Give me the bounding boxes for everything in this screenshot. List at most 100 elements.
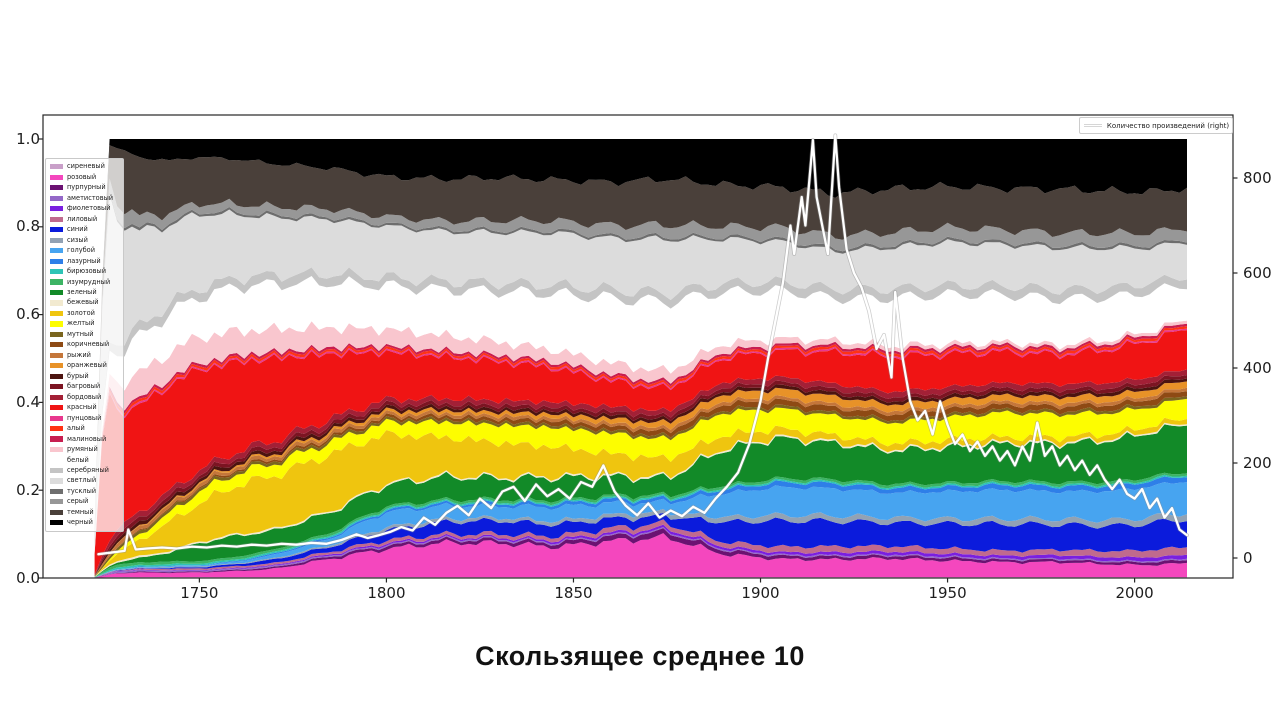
legend-item: синий [50, 225, 123, 235]
area-серый [94, 178, 1188, 533]
area-голубой [94, 482, 1188, 578]
legend-label: бурый [67, 371, 89, 380]
area-малиновый [94, 323, 1188, 554]
area-пурпурный [94, 528, 1188, 578]
y-left-tick-label: 0.2 [16, 480, 40, 499]
legend-item: розовый [50, 172, 123, 182]
legend-swatch-голубой [50, 248, 63, 254]
y-right-tick-label: 600 [1243, 263, 1272, 282]
legend-item: голубой [50, 246, 123, 256]
legend-swatch-серый [50, 499, 63, 505]
area-румяный [94, 320, 1188, 554]
legend-swatch-серебряный [50, 467, 63, 474]
legend-swatch-лиловый [50, 216, 63, 222]
legend-item: темный [50, 507, 123, 517]
legend-label: черный [67, 518, 93, 527]
legend-item: изумрудный [50, 277, 123, 287]
line-sample-icon [1083, 124, 1102, 127]
legend-swatch-зеленый [50, 289, 63, 296]
legend-label: лазурный [67, 256, 101, 265]
legend-label: зеленый [67, 288, 97, 297]
legend-item: пунцовый [50, 413, 123, 423]
legend-swatch-бурый [50, 373, 63, 379]
x-tick-label: 1750 [180, 584, 219, 602]
area-желтый [94, 398, 1188, 577]
legend-item: малиновый [50, 434, 123, 444]
legend-label: белый [67, 455, 89, 464]
legend-item: серый [50, 497, 123, 507]
area-рыжий [94, 387, 1188, 577]
legend-swatch-румяный [50, 446, 63, 453]
works-count-line [97, 134, 1189, 556]
legend-label: темный [67, 507, 94, 516]
legend-swatch-черный [50, 520, 63, 526]
legend-swatch-фиолетовый [50, 206, 63, 212]
line-legend-label: Количество произведений (right) [1106, 121, 1230, 130]
legend-swatch-тусклый [50, 488, 63, 495]
legend-swatch-мутный [50, 331, 63, 337]
legend-swatch-лазурный [50, 258, 63, 264]
legend-swatch-сиреневый [50, 164, 63, 170]
legend-item: серебряный [50, 466, 123, 476]
legend-item: бордовый [50, 392, 123, 402]
legend-item: пурпурный [50, 183, 123, 193]
legend-swatch-бордовый [50, 394, 63, 400]
legend-item: сиреневый [50, 162, 123, 172]
legend-label: желтый [67, 319, 95, 328]
legend-label: бордовый [67, 392, 102, 401]
legend-swatch-красный [50, 405, 63, 411]
y-left-tick-label: 0.4 [16, 392, 40, 411]
x-tick-label: 1900 [741, 584, 780, 602]
legend-item: румяный [50, 445, 123, 455]
legend-swatch-сизый [50, 237, 63, 243]
y-left-tick-label: 0.0 [16, 568, 40, 587]
area-серебряный [94, 267, 1188, 551]
legend-item: багровый [50, 382, 123, 392]
legend-swatch-золотой [50, 310, 63, 317]
legend-label: коричневый [67, 340, 110, 349]
legend-item: лиловый [50, 214, 123, 224]
area-бордовый [94, 369, 1188, 576]
legend-label: фиолетовый [67, 204, 111, 213]
legend-label: серый [67, 497, 89, 506]
legend-item: тусклый [50, 487, 123, 497]
y-right-tick-label: 0 [1243, 548, 1253, 567]
y-left-tick-label: 0.6 [16, 305, 40, 324]
legend-label: бежевый [67, 298, 99, 307]
legend-label: багровый [67, 382, 101, 391]
axes-spines [42, 114, 1234, 579]
legend-label: румяный [67, 445, 98, 454]
legend-label: мутный [67, 329, 94, 338]
legend-swatch-малиновый [50, 436, 63, 442]
legend-label: малиновый [67, 434, 107, 443]
area-темный [94, 145, 1188, 531]
area-зеленый [94, 424, 1188, 578]
legend-swatch-белый [50, 457, 63, 463]
legend-label: алый [67, 424, 85, 433]
legend-item: белый [50, 455, 123, 465]
legend-swatch-пунцовый [50, 415, 63, 421]
legend-label: голубой [67, 246, 96, 255]
legend-swatch-светлый [50, 478, 63, 484]
legend-label: пурпурный [67, 183, 106, 192]
area-коричневый [94, 391, 1188, 577]
legend-item: зеленый [50, 288, 123, 298]
legend-item: бурый [50, 371, 123, 381]
area-лазурный [94, 476, 1188, 578]
legend-label: рыжий [67, 350, 91, 359]
legend-label: аметистовый [67, 193, 114, 202]
legend-swatch-темный [50, 509, 63, 515]
legend-label: светлый [67, 476, 97, 485]
legend-item: золотой [50, 309, 123, 319]
legend-item: коричневый [50, 340, 123, 350]
legend-label: лиловый [67, 214, 98, 223]
legend-item: мутный [50, 330, 123, 340]
area-изумрудный [94, 472, 1188, 578]
legend-swatch-синий [50, 227, 63, 233]
chart-title: Скользящее среднее 10 [475, 641, 805, 671]
legend-label: бирюзовый [67, 267, 107, 276]
area-багровый [94, 375, 1188, 576]
legend-item: красный [50, 403, 123, 413]
area-черный [94, 139, 1188, 530]
